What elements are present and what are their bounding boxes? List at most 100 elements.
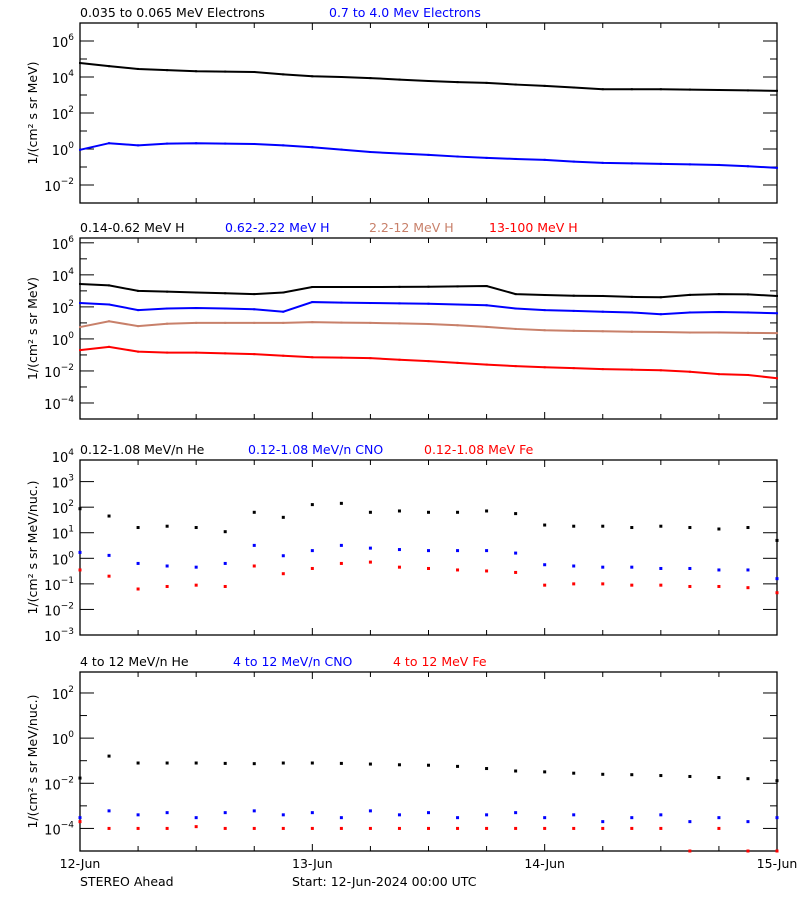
- data-point: [514, 365, 517, 368]
- data-point: [572, 524, 576, 528]
- data-point: [572, 309, 575, 312]
- data-point: [136, 826, 140, 830]
- data-point: [281, 572, 285, 576]
- data-point: [427, 153, 430, 156]
- data-point: [427, 510, 430, 514]
- data-point: [282, 291, 285, 294]
- data-point: [311, 75, 314, 78]
- data-point: [310, 503, 314, 507]
- y-axis-label: 1/(cm² s sr MeV): [25, 61, 40, 164]
- data-point: [572, 86, 575, 89]
- data-point: [746, 373, 749, 376]
- data-point: [514, 826, 518, 830]
- data-point: [543, 523, 547, 527]
- data-point: [485, 813, 489, 817]
- data-point: [717, 293, 720, 296]
- data-point: [107, 553, 111, 557]
- data-point: [601, 820, 605, 824]
- series-line: [79, 345, 778, 380]
- data-point: [252, 826, 256, 830]
- data-point: [659, 566, 663, 570]
- data-point: [253, 70, 256, 73]
- data-point: [252, 762, 256, 766]
- data-point: [107, 754, 111, 758]
- y-axis-label: 1/(cm² s sr MeV/nuc.): [25, 695, 40, 829]
- data-point: [166, 351, 169, 354]
- data-point: [339, 761, 343, 765]
- data-point: [398, 302, 401, 305]
- data-point: [398, 78, 401, 81]
- data-point: [717, 331, 720, 334]
- data-point: [165, 584, 169, 588]
- data-point: [485, 304, 488, 307]
- data-point: [688, 526, 692, 530]
- panel-4: 102 100 10−2 10−4 1/(cm² s sr MeV/nuc.) 4 to …: [25, 654, 797, 871]
- data-point: [630, 162, 633, 165]
- y-tick-label: 102: [52, 685, 74, 703]
- data-point: [398, 152, 401, 155]
- data-point: [456, 510, 460, 514]
- y-tick-label: 100: [52, 730, 75, 748]
- data-point: [659, 162, 662, 165]
- data-point: [514, 769, 518, 773]
- data-point: [630, 311, 633, 314]
- y-tick-label: 100: [52, 550, 75, 568]
- data-point: [572, 813, 576, 817]
- data-point: [717, 310, 720, 313]
- data-point: [339, 543, 343, 547]
- data-point: [456, 285, 459, 288]
- data-point: [775, 577, 779, 581]
- data-point: [775, 538, 779, 542]
- data-point: [78, 507, 82, 511]
- data-point: [368, 560, 372, 564]
- data-point: [195, 142, 198, 145]
- data-point: [485, 549, 489, 553]
- data-point: [601, 294, 604, 297]
- data-point: [514, 307, 517, 310]
- data-point: [630, 368, 633, 371]
- data-point: [427, 79, 430, 82]
- data-point: [630, 826, 634, 830]
- data-point: [79, 61, 81, 64]
- y-tick-label: 104: [52, 267, 75, 285]
- data-point: [746, 849, 750, 853]
- data-point: [340, 356, 343, 359]
- legend-label: 0.12-1.08 MeV/n CNO: [248, 442, 383, 457]
- data-point: [195, 351, 198, 354]
- data-point: [485, 509, 489, 513]
- data-point: [717, 568, 721, 572]
- data-point: [746, 820, 750, 824]
- data-point: [514, 157, 517, 160]
- data-point: [398, 322, 401, 325]
- data-point: [717, 584, 721, 588]
- data-point: [601, 524, 605, 528]
- data-point: [485, 363, 488, 366]
- y-tick-label: 10−4: [44, 820, 74, 838]
- data-point: [398, 358, 401, 361]
- data-point: [601, 582, 605, 586]
- data-point: [136, 813, 140, 817]
- data-point: [369, 151, 372, 154]
- data-point: [601, 310, 604, 313]
- data-point: [166, 142, 169, 145]
- data-point: [136, 761, 140, 765]
- data-point: [253, 142, 256, 145]
- plot-frame: [79, 237, 778, 420]
- data-point: [194, 761, 198, 765]
- data-point: [78, 550, 82, 554]
- data-point: [253, 308, 256, 311]
- data-point: [195, 307, 198, 310]
- data-point: [659, 369, 662, 372]
- data-point: [775, 849, 779, 853]
- data-point: [543, 309, 546, 312]
- data-point: [311, 321, 314, 324]
- data-point: [340, 76, 343, 78]
- panel-3: 104 103 102 101 100 10−1 10−2 10−3 1/(cm² s sr M…: [25, 442, 779, 645]
- data-point: [137, 289, 140, 292]
- data-point: [688, 566, 692, 570]
- data-point: [252, 543, 256, 547]
- data-point: [514, 327, 517, 330]
- data-point: [630, 583, 634, 587]
- data-point: [776, 377, 778, 380]
